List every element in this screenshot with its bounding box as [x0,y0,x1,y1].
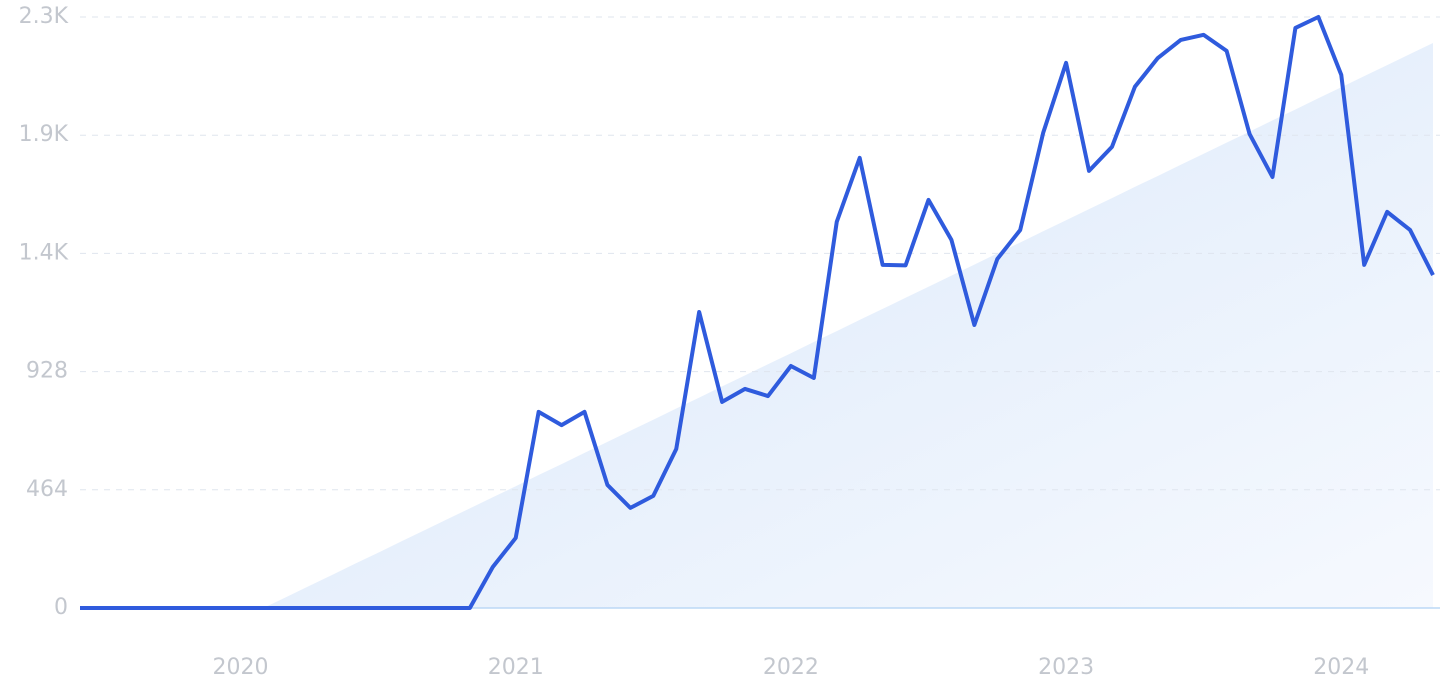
x-tick-label: 2022 [763,655,819,680]
y-tick-label: 1.4K [19,240,69,265]
x-tick-label: 2020 [213,655,269,680]
data-line [80,15,1435,610]
x-tick-label: 2021 [488,655,544,680]
y-tick-label: 464 [26,477,68,502]
y-tick-label: 0 [54,595,68,620]
trend-area [263,42,1433,608]
x-tick-label: 2023 [1038,655,1094,680]
y-tick-label: 1.9K [19,122,69,147]
y-tick-label: 928 [26,359,68,384]
y-tick-label: 2.3K [19,4,69,29]
x-tick-label: 2024 [1313,655,1369,680]
